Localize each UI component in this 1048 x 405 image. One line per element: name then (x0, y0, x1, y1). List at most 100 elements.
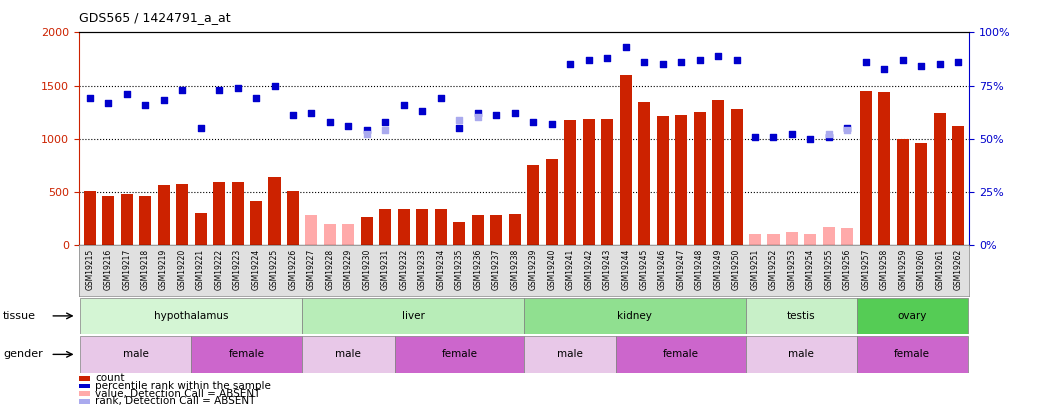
Bar (490, 215, 502, 245)
Text: GSM19245: GSM19245 (639, 249, 649, 290)
Bar (856, 298, 967, 334)
Bar (675, 115, 687, 245)
Point (562, 61, 578, 68)
Text: GSM19230: GSM19230 (363, 249, 371, 290)
Bar (746, 336, 856, 373)
Bar (953, 126, 964, 245)
Text: count: count (95, 373, 125, 384)
Point (839, 125, 856, 131)
Bar (524, 298, 746, 334)
Bar (379, 209, 391, 245)
Point (525, 118, 542, 125)
Bar (435, 209, 446, 245)
Text: GSM19242: GSM19242 (584, 249, 593, 290)
Bar (102, 196, 114, 245)
Point (414, 108, 431, 114)
Text: GSM19260: GSM19260 (917, 249, 925, 290)
Text: liver: liver (401, 311, 424, 321)
Bar (192, 336, 302, 373)
Point (932, 61, 948, 68)
Text: GSM19258: GSM19258 (880, 249, 889, 290)
Text: male: male (335, 350, 362, 359)
Bar (786, 232, 798, 245)
Bar (302, 336, 395, 373)
Text: GSM19229: GSM19229 (344, 249, 353, 290)
Text: GSM19261: GSM19261 (935, 249, 944, 290)
Point (118, 91, 135, 97)
Bar (878, 92, 891, 245)
Bar (302, 298, 524, 334)
Bar (746, 298, 856, 334)
Bar (157, 185, 170, 245)
Bar (638, 102, 650, 245)
Text: rank, Detection Call = ABSENT: rank, Detection Call = ABSENT (95, 396, 256, 405)
Bar (81, 336, 192, 373)
Point (784, 131, 801, 138)
Bar (79, 391, 90, 396)
Bar (602, 119, 613, 245)
Text: GSM19254: GSM19254 (806, 249, 815, 290)
Text: GSM19218: GSM19218 (140, 249, 150, 290)
Bar (343, 224, 354, 245)
Bar (823, 227, 835, 245)
Text: GSM19239: GSM19239 (529, 249, 538, 290)
Bar (856, 336, 967, 373)
Text: kidney: kidney (617, 311, 652, 321)
Text: GSM19231: GSM19231 (380, 249, 390, 290)
Text: female: female (894, 350, 931, 359)
Text: male: male (558, 350, 583, 359)
Point (322, 118, 339, 125)
Text: female: female (441, 350, 477, 359)
Bar (232, 182, 243, 245)
Point (692, 57, 708, 63)
Text: GSM19219: GSM19219 (159, 249, 168, 290)
Text: GSM19233: GSM19233 (418, 249, 427, 290)
Point (155, 97, 172, 104)
Text: ovary: ovary (897, 311, 926, 321)
Bar (508, 214, 521, 245)
Point (100, 99, 116, 106)
Text: GSM19249: GSM19249 (714, 249, 722, 290)
Text: tissue: tissue (3, 311, 36, 321)
Bar (305, 215, 318, 245)
Point (470, 114, 486, 121)
Point (709, 53, 726, 59)
Bar (176, 184, 188, 245)
Text: female: female (663, 350, 699, 359)
Bar (934, 113, 946, 245)
Point (617, 44, 634, 51)
Bar (268, 177, 281, 245)
Text: GSM19237: GSM19237 (492, 249, 501, 290)
Text: male: male (123, 350, 149, 359)
Text: GSM19225: GSM19225 (270, 249, 279, 290)
Text: GSM19228: GSM19228 (326, 249, 334, 290)
Point (377, 118, 394, 125)
Point (581, 57, 597, 63)
Bar (860, 91, 872, 245)
Bar (287, 191, 299, 245)
Bar (583, 119, 594, 245)
Point (470, 110, 486, 117)
Point (728, 57, 745, 63)
Point (765, 133, 782, 140)
Bar (619, 75, 632, 245)
Point (746, 133, 763, 140)
Bar (250, 201, 262, 245)
Point (82, 95, 99, 102)
Text: male: male (788, 350, 814, 359)
Text: hypothalamus: hypothalamus (154, 311, 228, 321)
Bar (81, 298, 302, 334)
Text: GSM19238: GSM19238 (510, 249, 519, 290)
Point (266, 82, 283, 89)
Bar (139, 196, 151, 245)
Text: value, Detection Call = ABSENT: value, Detection Call = ABSENT (95, 389, 261, 399)
Bar (546, 159, 558, 245)
Bar (730, 109, 743, 245)
Bar (842, 228, 853, 245)
Bar (324, 224, 336, 245)
Point (543, 121, 560, 127)
Bar (524, 336, 616, 373)
Point (377, 127, 394, 134)
Text: GSM19232: GSM19232 (399, 249, 409, 290)
Text: testis: testis (787, 311, 815, 321)
